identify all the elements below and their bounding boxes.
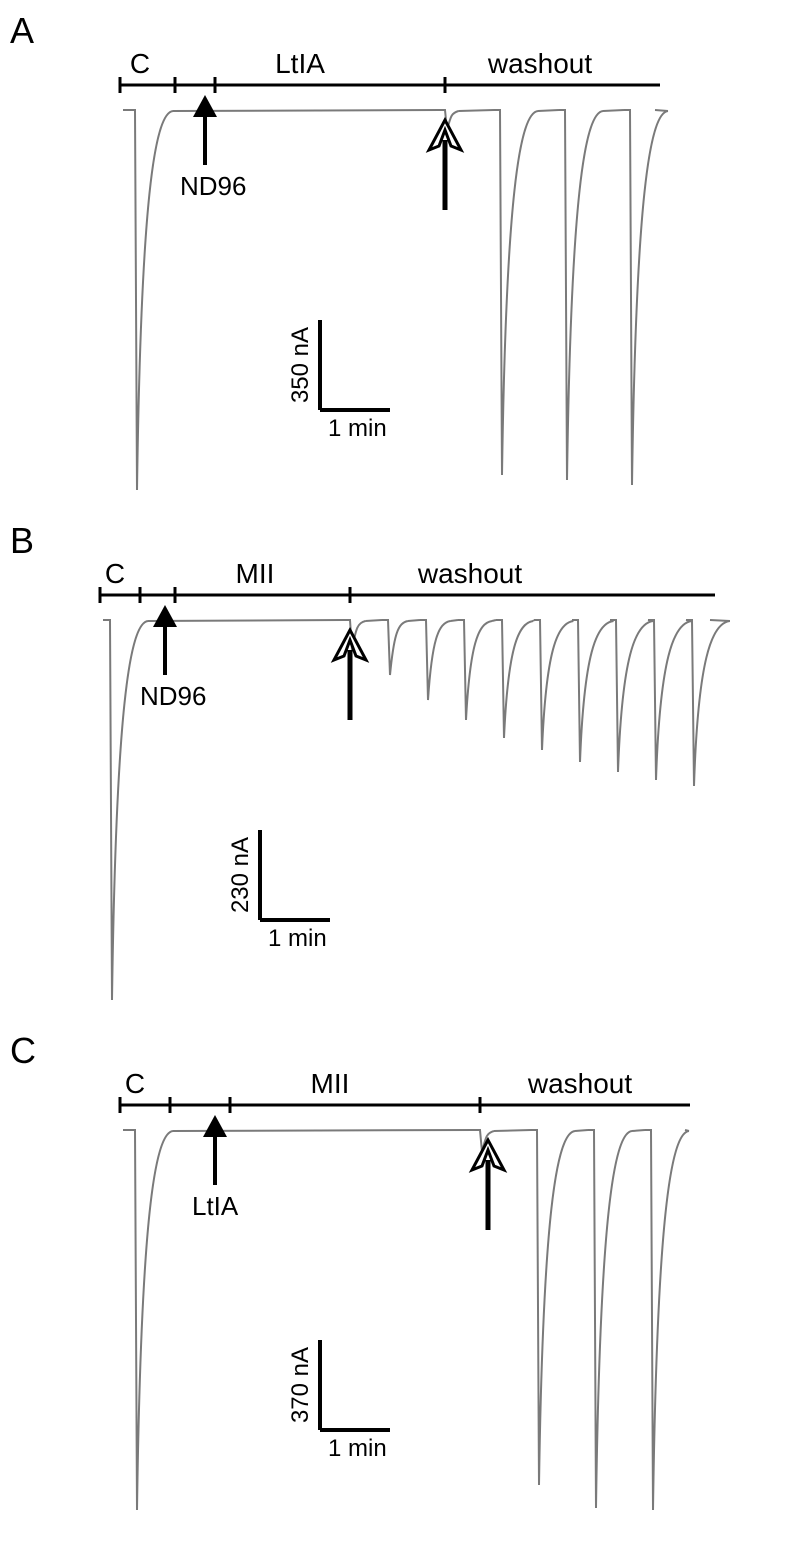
svg-text:washout: washout <box>527 1068 633 1099</box>
panel-b: B CMIIwashoutND96230 nA1 min <box>50 520 730 1010</box>
svg-text:LtIA: LtIA <box>275 48 325 79</box>
panel-b-label: B <box>10 520 34 562</box>
panel-a-label: A <box>10 10 34 52</box>
panel-c-label: C <box>10 1030 36 1072</box>
svg-text:ND96: ND96 <box>180 171 246 201</box>
panel-c-svg: C MII washout LtIA 370 nA 1 min <box>50 1030 730 1520</box>
svg-text:MII: MII <box>236 558 275 589</box>
svg-text:350 nA: 350 nA <box>287 327 314 403</box>
svg-text:C: C <box>125 1068 145 1099</box>
svg-text:1 min: 1 min <box>268 925 327 952</box>
svg-text:washout: washout <box>417 558 523 589</box>
svg-text:370 nA: 370 nA <box>287 1347 314 1423</box>
svg-text:ND96: ND96 <box>140 681 206 711</box>
svg-text:1 min: 1 min <box>328 415 387 442</box>
svg-text:LtIA: LtIA <box>192 1191 239 1221</box>
panel-a-svg: C LtIA washout ND96 350 nA 1 min <box>50 10 730 500</box>
panel-a: A CLtIAwashoutND96350 nA1 min <box>50 10 730 500</box>
svg-text:230 nA: 230 nA <box>227 837 254 913</box>
svg-text:washout: washout <box>487 48 593 79</box>
panel-b-svg: C MII washout ND96 230 nA 1 min <box>50 520 730 1010</box>
svg-text:C: C <box>105 558 125 589</box>
panel-c: C C MII washout LtIA 370 nA 1 min <box>50 1030 730 1520</box>
svg-text:C: C <box>130 48 150 79</box>
svg-text:1 min: 1 min <box>328 1435 387 1462</box>
svg-text:MII: MII <box>311 1068 350 1099</box>
